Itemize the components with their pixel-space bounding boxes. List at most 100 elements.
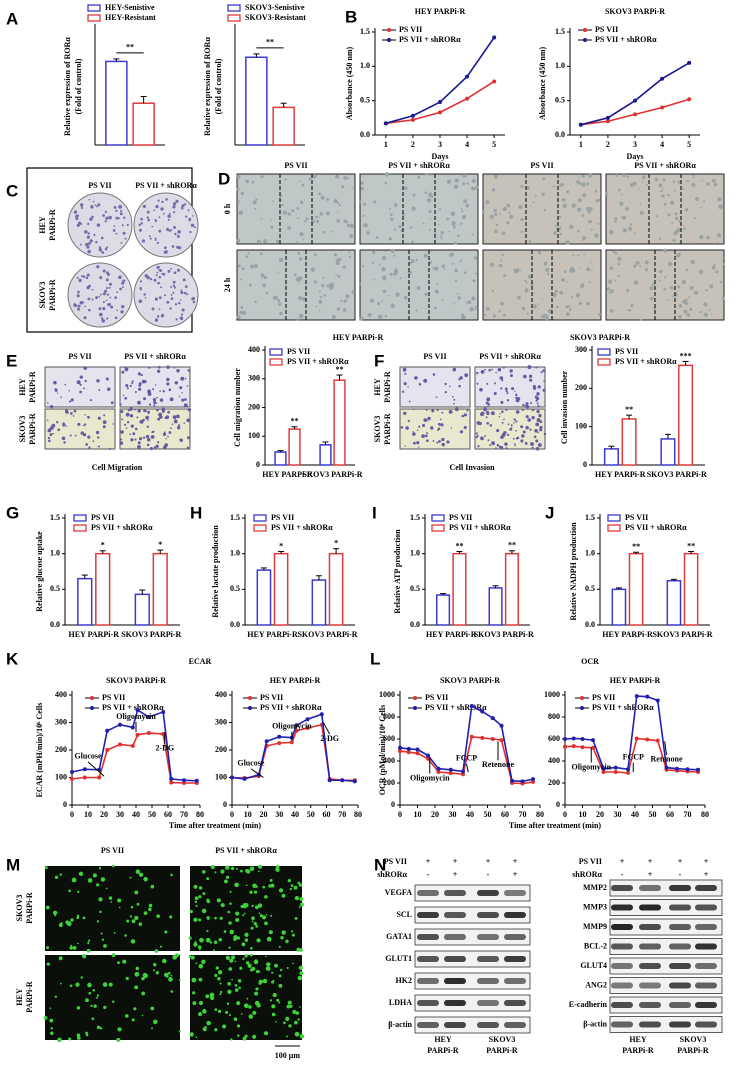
texture-dot [57,428,60,432]
texture-dot [177,424,180,427]
texture-dot [318,309,321,312]
texture-dot [179,438,182,441]
significance: ** [632,542,640,551]
texture-dot [536,392,540,396]
x-tick-label: 20 [100,810,108,819]
texture-dot [188,936,192,940]
texture-dot [491,289,494,292]
texture-dot [562,203,567,208]
significance: ** [266,38,274,47]
column-label: PS VII + shRORα [135,181,197,190]
texture-dot [129,407,133,411]
texture-dot [217,977,221,981]
colony [173,211,176,214]
texture-dot [280,199,282,201]
texture-dot [530,442,534,446]
texture-dot [685,268,689,272]
texture-dot [186,418,191,423]
texture-dot [214,973,218,978]
texture-dot [503,418,505,421]
colony [76,294,80,298]
texture-dot [178,1030,181,1033]
protein-label: ANG2 [585,980,607,989]
texture-dot [170,427,172,429]
data-point [169,776,174,781]
texture-dot [475,436,478,439]
texture-dot [169,397,174,402]
texture-dot [69,984,73,988]
texture-dot [372,278,375,281]
texture-dot [236,187,240,192]
texture-dot [521,306,526,311]
x-axis-label: Days [432,152,449,161]
texture-dot [137,441,141,445]
colony [113,205,117,209]
colony [86,245,90,249]
row-label: HEY [38,216,47,234]
colony [105,216,109,220]
texture-dot [558,215,562,219]
texture-dot [283,1021,286,1025]
texture-dot [170,873,173,877]
texture-dot [136,902,140,906]
texture-dot [268,930,273,935]
texture-dot [205,994,210,999]
texture-dot [201,908,207,914]
y-tick-label: 100 [55,772,67,781]
column-label: PS VII [68,352,91,361]
texture-dot [493,209,497,213]
data-point [448,771,453,776]
colony [92,200,95,203]
texture-dot [297,251,301,255]
data-point [135,708,140,713]
texture-dot [673,230,678,236]
texture-dot [506,433,510,437]
texture-dot [427,420,429,422]
colony [108,302,111,306]
colony [173,271,177,275]
texture-dot [237,1034,240,1037]
annotation: Oligomycin [410,773,450,782]
texture-dot [195,962,198,965]
texture-dot [663,287,667,291]
colony [154,318,159,322]
texture-dot [242,957,245,960]
texture-dot [112,423,114,425]
texture-dot [109,366,111,368]
annotation: Glucose [237,759,265,768]
colony [156,271,159,274]
texture-dot [666,298,669,301]
texture-dot [371,261,375,264]
texture-dot [629,223,633,226]
bar [660,438,676,466]
texture-dot [225,955,231,960]
texture-dot [453,398,456,401]
group-label: SKOV3 [680,1035,707,1044]
texture-dot [224,879,228,884]
bar [311,579,327,626]
colony [121,224,124,227]
legend-label: PS VII + shRORα [425,703,487,712]
texture-dot [265,955,267,958]
texture-dot [252,883,257,889]
protein-label: β-actin [583,1019,607,1028]
texture-dot [213,940,218,944]
texture-dot [658,237,662,241]
texture-dot [87,982,92,988]
texture-dot [667,213,671,217]
texture-dot [298,965,303,970]
texture-dot [289,887,292,891]
texture-dot [87,941,90,944]
texture-dot [434,289,439,294]
texture-dot [507,423,510,426]
panel-letter: J [545,503,554,522]
blot-band [444,956,466,962]
colony [167,269,171,273]
colony [156,265,160,270]
colony [158,216,161,218]
texture-dot [661,194,665,198]
texture-dot [236,175,241,179]
texture-dot [152,397,157,402]
texture-dot [508,211,511,214]
texture-dot [274,963,278,968]
